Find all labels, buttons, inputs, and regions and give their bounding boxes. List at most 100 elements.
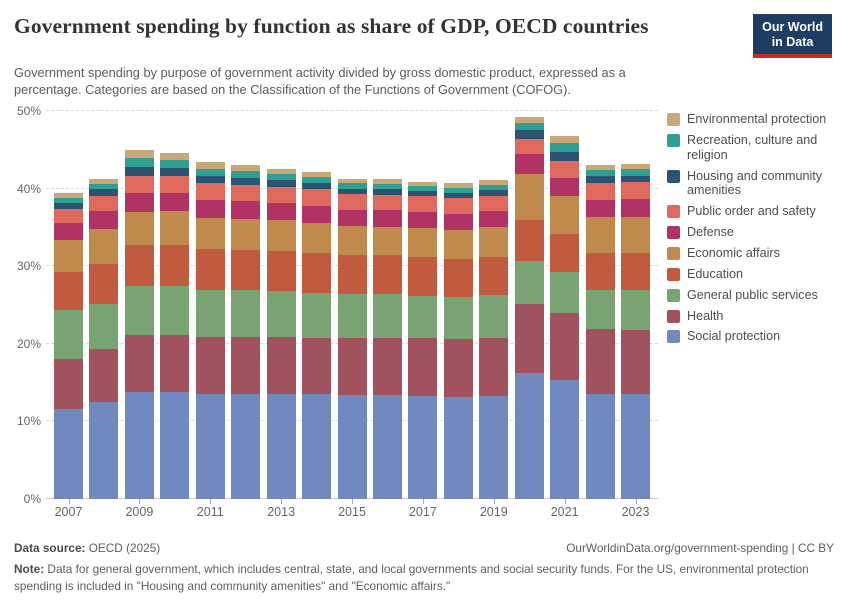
bar-2021[interactable] [550,111,580,500]
bar-segment-2018-recreation-culture-and-religion[interactable] [443,187,473,193]
bar-segment-2010-environmental-protection[interactable] [160,153,190,160]
bar-segment-2018-environmental-protection[interactable] [443,183,473,188]
bar-segment-2016-recreation-culture-and-religion[interactable] [372,184,402,190]
bar-segment-2019-recreation-culture-and-religion[interactable] [479,184,509,191]
bar-segment-2010-education[interactable] [160,244,190,287]
bar-2020[interactable] [514,111,544,500]
bar-segment-2017-education[interactable] [408,256,438,296]
bar-2019[interactable] [479,111,509,500]
bar-segment-2021-health[interactable] [550,312,580,380]
bar-segment-2010-health[interactable] [160,334,190,392]
bar-segment-2015-housing-and-community-amenities[interactable] [337,188,367,195]
bar-segment-2023-general-public-services[interactable] [621,289,650,330]
legend-item-housing-and-community-amenities[interactable]: Housing and community amenities [667,169,834,199]
bar-segment-2019-education[interactable] [479,256,509,295]
bar-segment-2013-health[interactable] [266,336,296,394]
bar-2010[interactable] [160,111,190,500]
bar-segment-2023-public-order-and-safety[interactable] [621,182,650,199]
bar-2018[interactable] [443,111,473,500]
bar-segment-2023-recreation-culture-and-religion[interactable] [621,168,650,176]
bar-segment-2021-recreation-culture-and-religion[interactable] [550,142,580,153]
bar-segment-2007-economic-affairs[interactable] [54,239,83,272]
bar-segment-2014-environmental-protection[interactable] [302,172,332,178]
bar-segment-2010-defense[interactable] [160,192,190,212]
bar-segment-2011-defense[interactable] [195,200,225,219]
bar-segment-2022-housing-and-community-amenities[interactable] [585,176,615,184]
bar-segment-2007-education[interactable] [54,271,83,311]
bar-segment-2014-housing-and-community-amenities[interactable] [302,183,332,190]
bar-segment-2011-education[interactable] [195,249,225,291]
bar-segment-2019-social-protection[interactable] [479,395,509,500]
bar-segment-2009-housing-and-community-amenities[interactable] [124,166,154,176]
bar-segment-2013-general-public-services[interactable] [266,291,296,337]
bar-segment-2008-public-order-and-safety[interactable] [89,196,119,212]
bar-segment-2022-education[interactable] [585,253,615,290]
bar-2016[interactable] [372,111,402,500]
bar-2012[interactable] [231,111,261,500]
bar-segment-2008-education[interactable] [89,263,119,305]
bar-2017[interactable] [408,111,438,500]
bar-segment-2016-social-protection[interactable] [372,395,402,500]
bar-segment-2018-education[interactable] [443,258,473,297]
bar-segment-2010-public-order-and-safety[interactable] [160,175,190,193]
bar-segment-2007-general-public-services[interactable] [54,310,83,360]
bar-segment-2015-recreation-culture-and-religion[interactable] [337,183,367,189]
bar-segment-2012-education[interactable] [231,249,261,291]
bar-segment-2023-health[interactable] [621,329,650,395]
bar-segment-2011-health[interactable] [195,336,225,394]
bar-segment-2009-social-protection[interactable] [124,391,154,500]
bar-segment-2011-social-protection[interactable] [195,393,225,500]
bar-segment-2020-housing-and-community-amenities[interactable] [514,130,544,140]
bar-segment-2008-social-protection[interactable] [89,402,119,500]
legend-item-public-order-and-safety[interactable]: Public order and safety [667,204,834,219]
bar-segment-2015-social-protection[interactable] [337,395,367,500]
bar-segment-2011-general-public-services[interactable] [195,290,225,337]
bar-segment-2018-general-public-services[interactable] [443,296,473,340]
bar-segment-2011-housing-and-community-amenities[interactable] [195,175,225,184]
bar-segment-2009-education[interactable] [124,244,154,287]
bar-segment-2008-housing-and-community-amenities[interactable] [89,189,119,197]
bar-2011[interactable] [195,111,225,500]
bar-segment-2009-economic-affairs[interactable] [124,211,154,245]
bar-segment-2015-defense[interactable] [337,209,367,226]
bar-segment-2017-recreation-culture-and-religion[interactable] [408,186,438,192]
bar-2023[interactable] [621,111,650,500]
bar-segment-2015-environmental-protection[interactable] [337,178,367,184]
bar-segment-2021-public-order-and-safety[interactable] [550,160,580,178]
bar-segment-2017-environmental-protection[interactable] [408,181,438,187]
bar-segment-2020-general-public-services[interactable] [514,260,544,305]
bar-segment-2009-defense[interactable] [124,192,154,212]
bar-segment-2016-public-order-and-safety[interactable] [372,194,402,211]
bar-segment-2019-economic-affairs[interactable] [479,227,509,257]
legend-item-social-protection[interactable]: Social protection [667,329,834,344]
bar-segment-2022-social-protection[interactable] [585,393,615,500]
bar-2009[interactable] [124,111,154,500]
bar-segment-2017-general-public-services[interactable] [408,295,438,339]
legend-item-defense[interactable]: Defense [667,225,834,240]
bar-segment-2023-social-protection[interactable] [621,394,650,500]
bar-segment-2009-environmental-protection[interactable] [124,149,154,158]
bar-segment-2020-education[interactable] [514,220,544,261]
bar-segment-2020-recreation-culture-and-religion[interactable] [514,122,544,131]
bar-segment-2017-economic-affairs[interactable] [408,228,438,257]
bar-segment-2014-education[interactable] [302,253,332,293]
legend-item-health[interactable]: Health [667,309,834,324]
bar-segment-2014-economic-affairs[interactable] [302,222,332,254]
bar-segment-2017-public-order-and-safety[interactable] [408,196,438,212]
bar-segment-2008-health[interactable] [89,349,119,403]
bar-2013[interactable] [266,111,296,500]
bar-segment-2009-general-public-services[interactable] [124,286,154,335]
bar-segment-2016-general-public-services[interactable] [372,294,402,338]
bar-segment-2020-environmental-protection[interactable] [514,117,544,123]
bar-segment-2021-defense[interactable] [550,177,580,197]
bar-segment-2015-health[interactable] [337,337,367,396]
owid-logo[interactable]: Our World in Data [753,14,832,58]
bar-segment-2021-education[interactable] [550,234,580,273]
bar-segment-2009-recreation-culture-and-religion[interactable] [124,157,154,167]
bar-segment-2016-economic-affairs[interactable] [372,226,402,256]
bar-segment-2022-general-public-services[interactable] [585,289,615,330]
bar-segment-2019-environmental-protection[interactable] [479,180,509,185]
bar-segment-2019-housing-and-community-amenities[interactable] [479,190,509,196]
bar-segment-2016-education[interactable] [372,255,402,295]
bar-segment-2019-health[interactable] [479,337,509,396]
